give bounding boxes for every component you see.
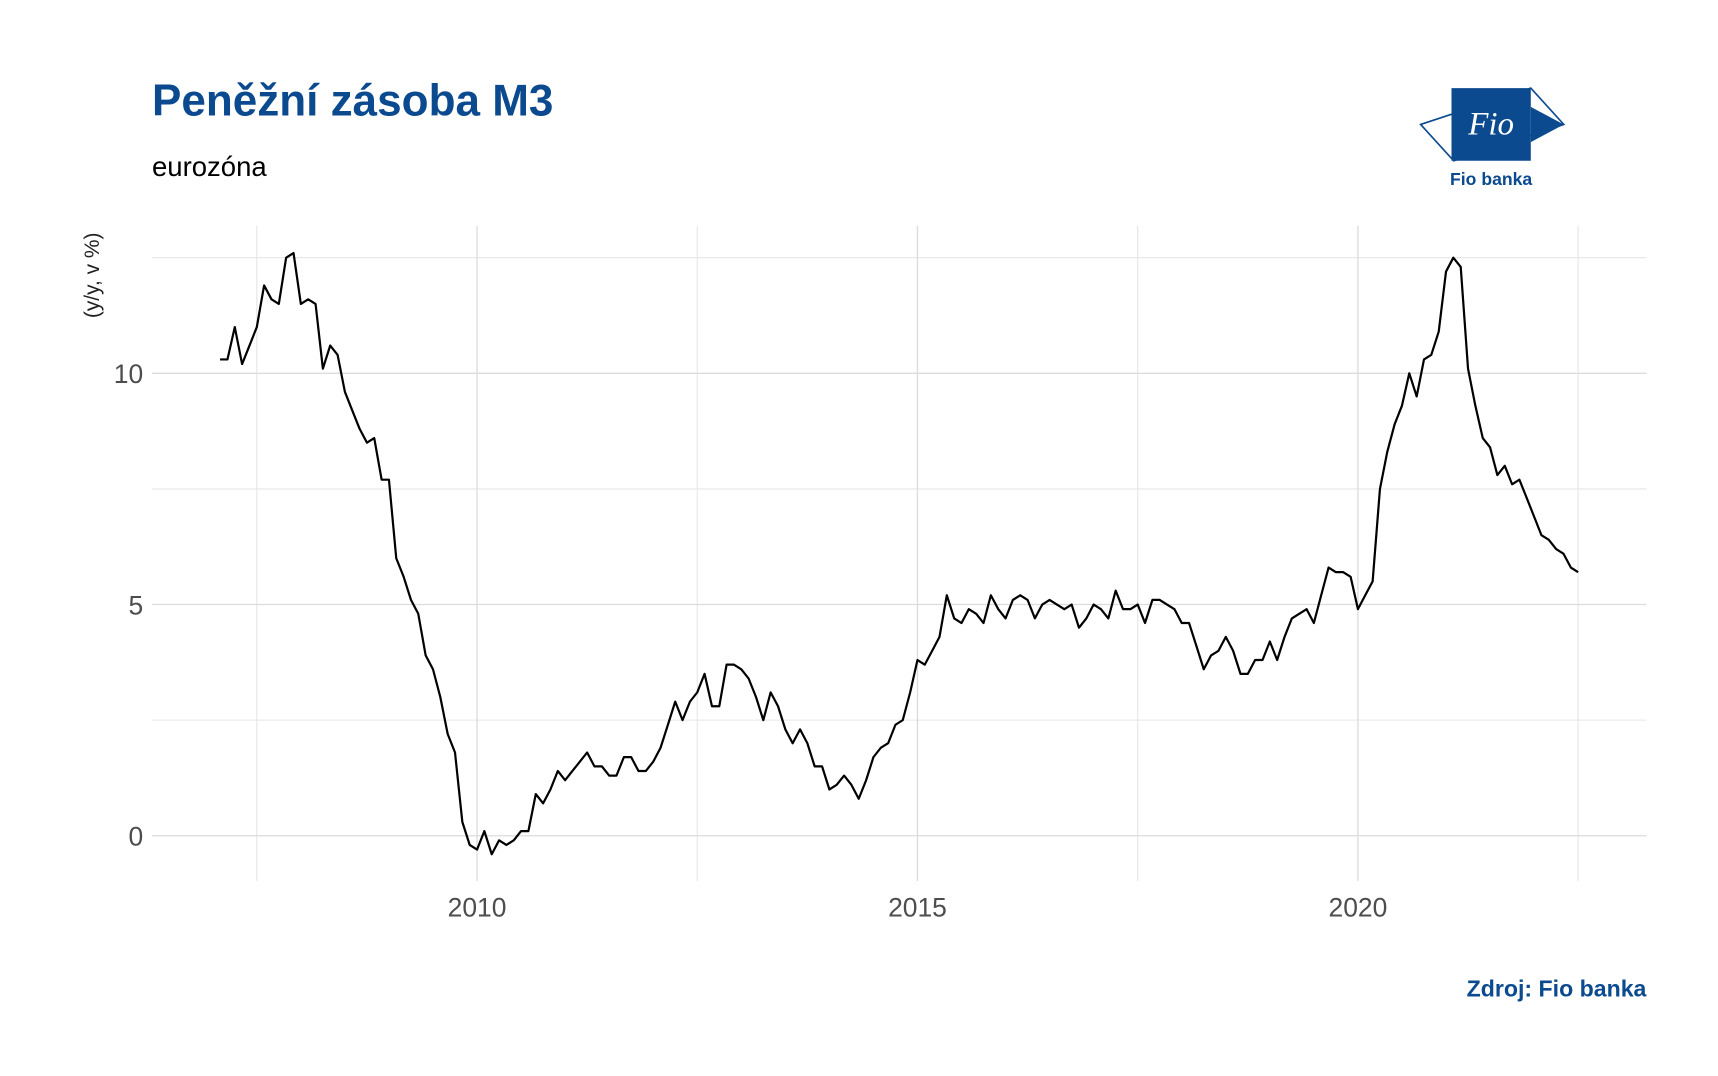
x-tick-label: 2010 (448, 892, 507, 922)
source: Zdroj: Fio banka (1467, 976, 1647, 1002)
y-tick-label: 5 (128, 590, 143, 620)
logo-square (1451, 88, 1531, 161)
chart-title: Peněžní zásoba M3 (152, 77, 553, 126)
x-tick-label: 2020 (1329, 892, 1388, 922)
y-tick-label: 0 (128, 822, 143, 852)
logo-arrow (1530, 106, 1564, 143)
logo-name: Fio banka (1450, 169, 1532, 189)
logo: Fio Fio banka (1419, 87, 1566, 189)
plot (220, 251, 1579, 856)
grid (151, 225, 1647, 882)
logo-mark: Fio (1467, 106, 1514, 142)
y-axis-label: (y/y, v %) (81, 233, 104, 319)
chart-subtitle: eurozóna (152, 151, 267, 182)
y-tick-label: 10 (114, 359, 143, 389)
x-tick-label: 2015 (888, 892, 947, 922)
line-series (220, 251, 1579, 856)
